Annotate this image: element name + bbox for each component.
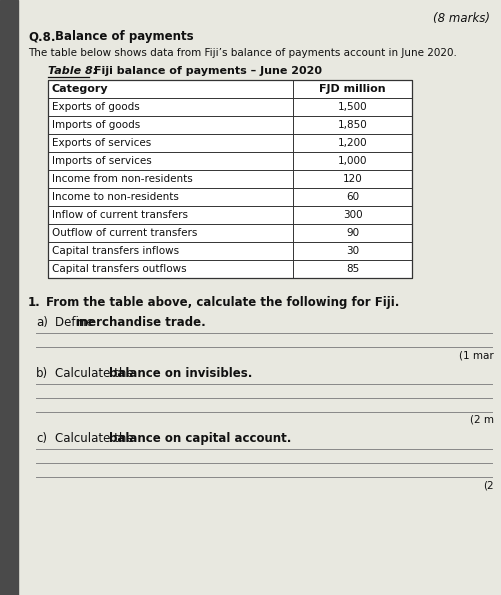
Text: Income from non-residents: Income from non-residents <box>52 174 192 184</box>
Text: Exports of goods: Exports of goods <box>52 102 139 112</box>
Text: (8 marks): (8 marks) <box>432 12 489 25</box>
Text: 120: 120 <box>342 174 362 184</box>
Text: Capital transfers inflows: Capital transfers inflows <box>52 246 179 256</box>
Text: 1.: 1. <box>28 296 41 309</box>
Text: Exports of services: Exports of services <box>52 138 151 148</box>
Text: The table below shows data from Fiji’s balance of payments account in June 2020.: The table below shows data from Fiji’s b… <box>28 48 456 58</box>
Text: (2 m: (2 m <box>469 415 493 425</box>
Text: 90: 90 <box>345 228 358 238</box>
Text: Calculate the: Calculate the <box>55 367 137 380</box>
Text: (2: (2 <box>482 480 493 490</box>
Text: Imports of goods: Imports of goods <box>52 120 140 130</box>
Text: a): a) <box>36 316 48 329</box>
Text: Imports of services: Imports of services <box>52 156 151 166</box>
Text: Table 8:: Table 8: <box>48 66 97 76</box>
Text: 1,850: 1,850 <box>337 120 367 130</box>
Text: c): c) <box>36 432 47 445</box>
Text: 300: 300 <box>342 210 362 220</box>
Text: merchandise trade.: merchandise trade. <box>76 316 205 329</box>
Text: Q.8.: Q.8. <box>28 30 56 43</box>
Text: 1,200: 1,200 <box>337 138 367 148</box>
Text: 1,000: 1,000 <box>337 156 367 166</box>
Text: From the table above, calculate the following for Fiji.: From the table above, calculate the foll… <box>46 296 399 309</box>
Text: Fiji balance of payments – June 2020: Fiji balance of payments – June 2020 <box>94 66 321 76</box>
Bar <box>48 80 411 278</box>
Text: Category: Category <box>52 84 108 94</box>
Text: Calculate the: Calculate the <box>55 432 137 445</box>
Text: Outflow of current transfers: Outflow of current transfers <box>52 228 197 238</box>
Text: Balance of payments: Balance of payments <box>55 30 193 43</box>
Text: Inflow of current transfers: Inflow of current transfers <box>52 210 188 220</box>
Text: Income to non-residents: Income to non-residents <box>52 192 178 202</box>
Text: balance on invisibles.: balance on invisibles. <box>109 367 252 380</box>
Text: Capital transfers outflows: Capital transfers outflows <box>52 264 186 274</box>
Bar <box>0 0 18 595</box>
Text: 1,500: 1,500 <box>337 102 367 112</box>
Text: balance on capital account.: balance on capital account. <box>109 432 291 445</box>
Text: Define: Define <box>55 316 97 329</box>
Text: (1 mar: (1 mar <box>458 350 493 360</box>
Text: FJD million: FJD million <box>319 84 385 94</box>
Text: 60: 60 <box>345 192 358 202</box>
Text: 85: 85 <box>345 264 358 274</box>
Text: 30: 30 <box>345 246 358 256</box>
Text: b): b) <box>36 367 48 380</box>
